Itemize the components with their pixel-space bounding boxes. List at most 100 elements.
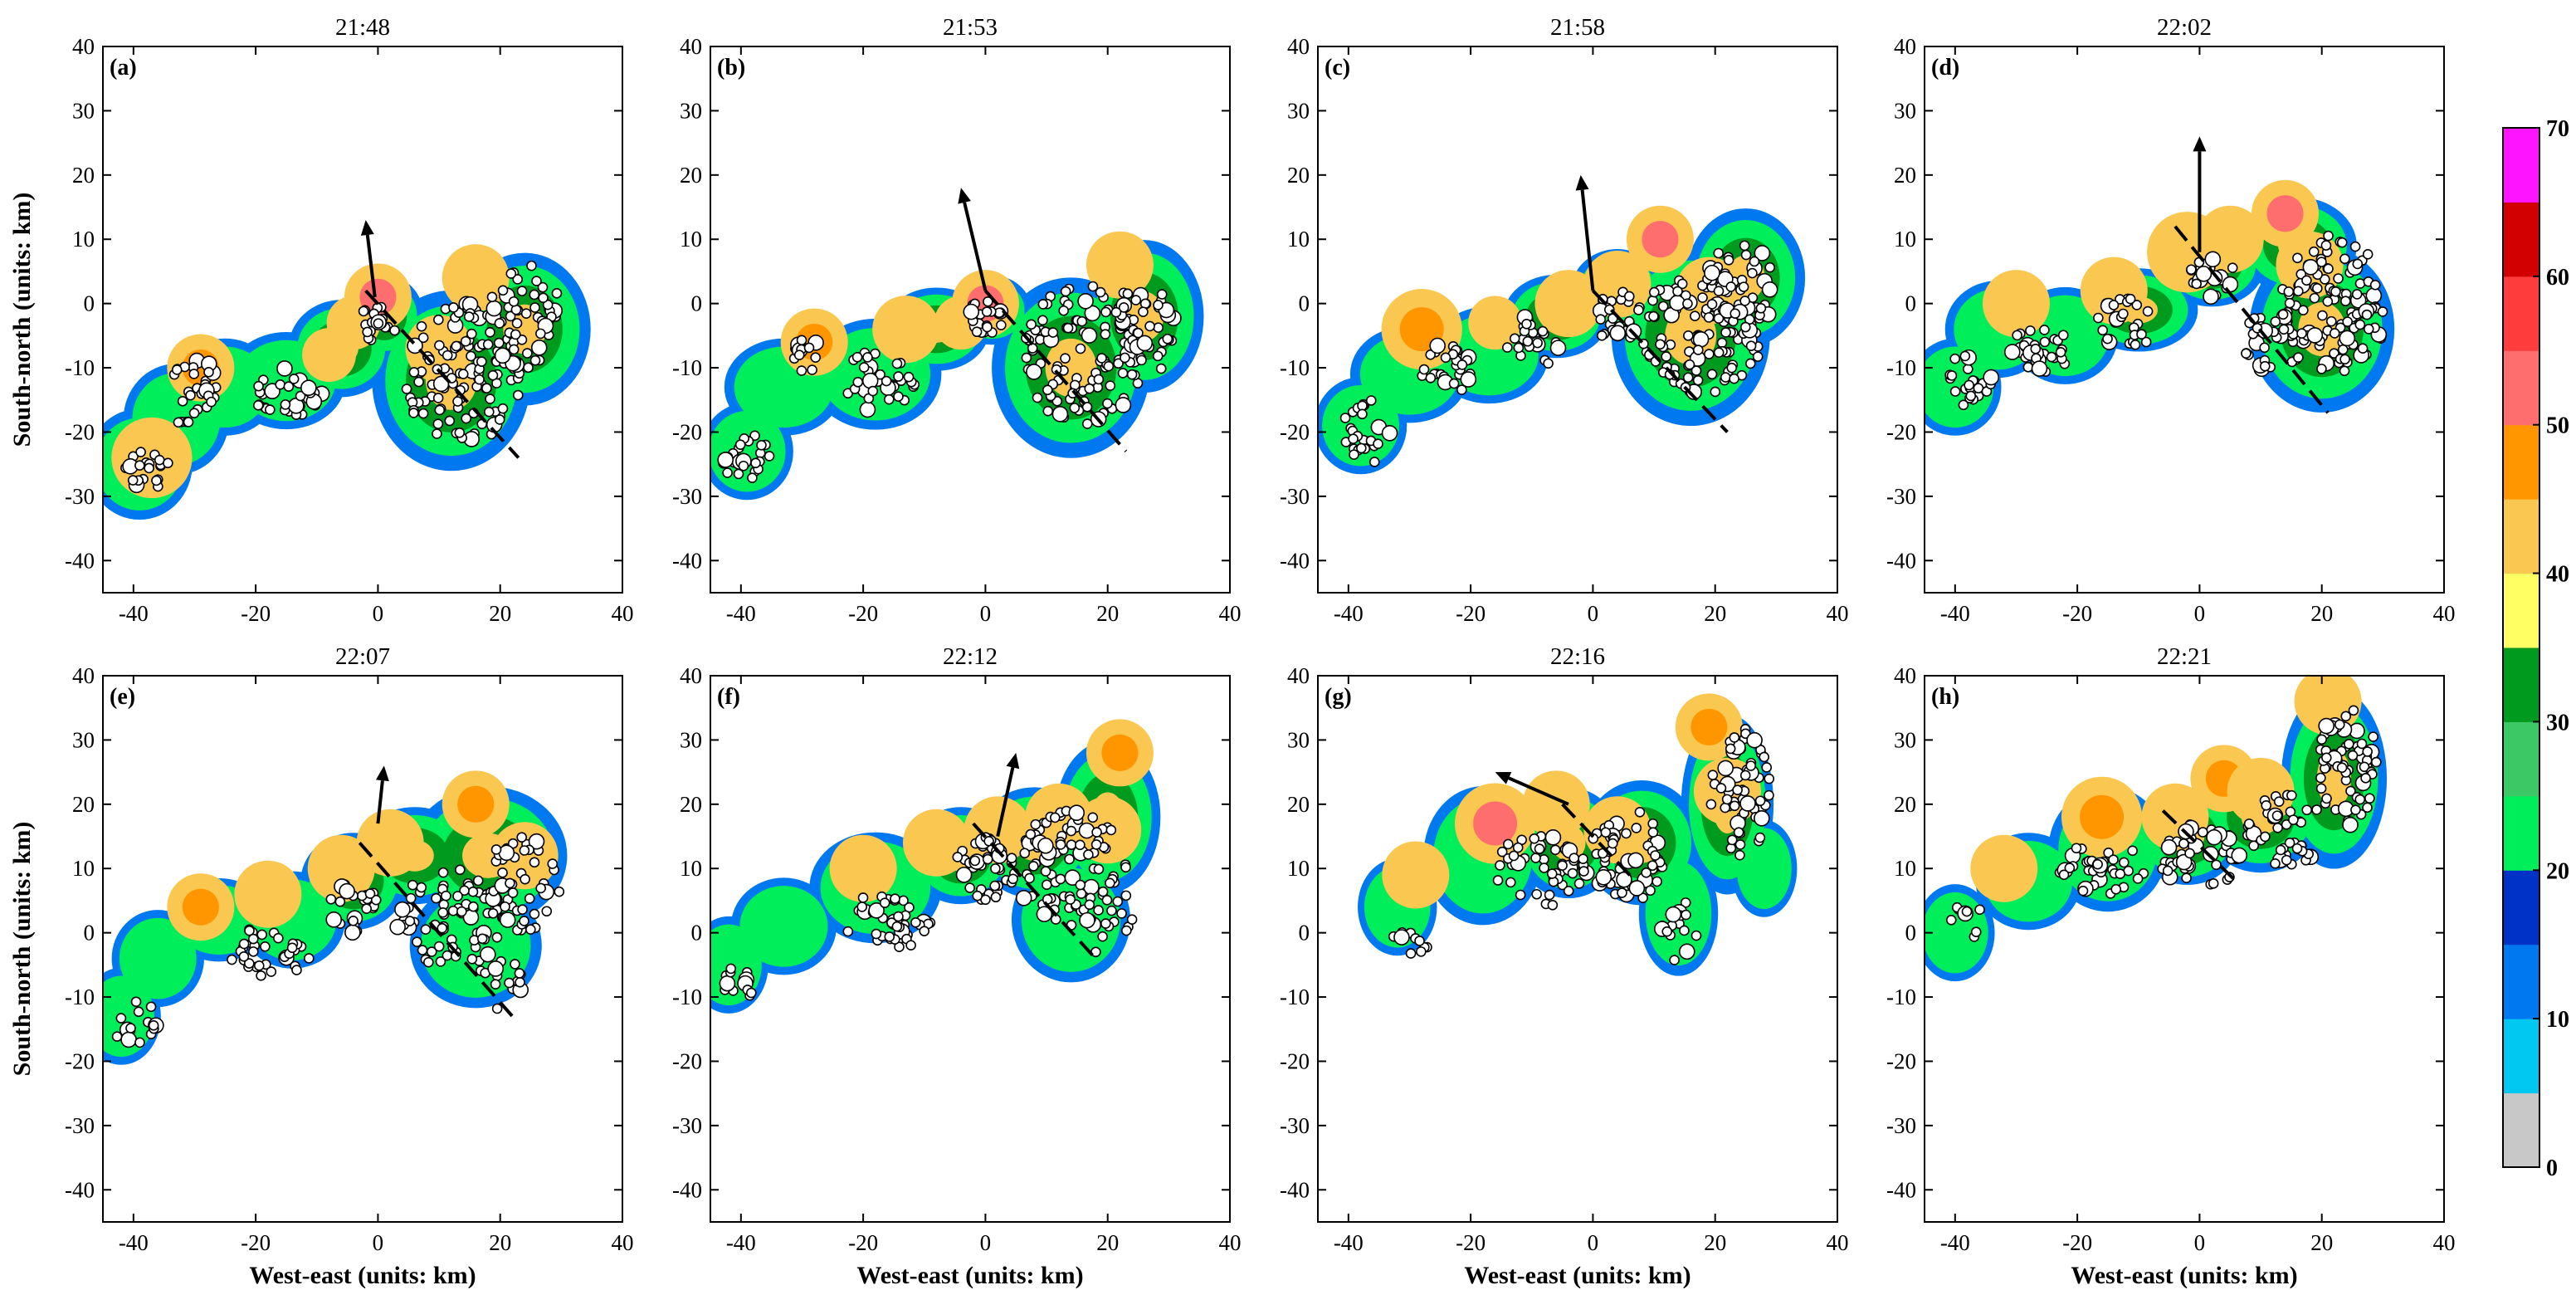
lightning-flash-point: [529, 289, 540, 301]
lightning-flash-point: [1544, 828, 1562, 846]
lightning-flash-point: [1713, 247, 1725, 259]
y-tick-label: 0: [691, 291, 703, 316]
lightning-flash-point: [1162, 333, 1173, 344]
x-tick-label: -40: [119, 1230, 149, 1255]
x-tick-label: -40: [1940, 1230, 1970, 1255]
lightning-flash-point: [1077, 292, 1094, 310]
y-tick-label: 10: [72, 227, 95, 252]
lightning-flash-point: [457, 369, 469, 379]
lightning-flash-point: [963, 303, 980, 320]
panels: -40 -20 0 20 40 -40 -30 -20 -10 0 10 20 30 40 21:48 (a)…: [8, 14, 2456, 1289]
lightning-flash-point: [1734, 839, 1746, 850]
lightning-flash-point: [490, 979, 501, 989]
lightning-flash-point: [1755, 303, 1767, 314]
y-tick-label: 20: [72, 792, 95, 817]
lightning-flash-point: [2270, 858, 2281, 869]
lightning-flash-point: [1425, 373, 1437, 384]
panel-a: -40 -20 0 20 40 -40 -30 -20 -10 0 10 20 30 40 21:48 (a)…: [8, 14, 634, 626]
motion-arrow-head: [375, 765, 389, 782]
lightning-flash-point: [2125, 293, 2136, 305]
lightning-flash-point: [485, 300, 503, 317]
lightning-flash-point: [868, 902, 885, 919]
lightning-flash-point: [127, 475, 139, 486]
lightning-flash-point: [1153, 322, 1164, 334]
lightning-flash-point: [2344, 738, 2354, 750]
plot-area: [1358, 693, 1798, 976]
lightning-flash-point: [1647, 295, 1658, 306]
lightning-flash-point: [2288, 814, 2299, 825]
x-axis-label: West-east (units: km): [2071, 1262, 2297, 1289]
lightning-flash-point: [408, 367, 420, 378]
y-tick-label: -10: [672, 355, 702, 380]
lightning-flash-point: [2337, 344, 2349, 355]
lightning-flash-point: [1105, 824, 1117, 836]
lightning-flash-point: [2261, 799, 2272, 811]
lightning-flash-point: [120, 1031, 137, 1048]
y-tick-label: -20: [1886, 1048, 1916, 1073]
y-tick-label: -30: [1280, 1113, 1310, 1138]
lightning-flash-point: [485, 393, 495, 404]
panel-label: (h): [1931, 684, 1959, 710]
lightning-flash-point: [1729, 800, 1740, 812]
echo-core: [1549, 285, 1588, 322]
lightning-flash-point: [2339, 330, 2356, 347]
lightning-flash-point: [733, 468, 744, 480]
lightning-flash-point: [244, 925, 255, 936]
lightning-flash-point: [1440, 352, 1451, 364]
lightning-flash-point: [454, 427, 466, 438]
dashed-axis-line: [1561, 803, 1637, 883]
lightning-flash-point: [480, 946, 496, 963]
lightning-flash-point: [256, 929, 267, 941]
lightning-flash-point: [1084, 305, 1101, 322]
lightning-flash-point: [2108, 854, 2119, 865]
lightning-flash-point: [373, 318, 384, 329]
lightning-flash-point: [2064, 862, 2076, 873]
lightning-flash-point: [444, 415, 456, 427]
lightning-flash-point: [1745, 760, 1757, 771]
y-tick-label: 30: [1287, 98, 1310, 123]
colorbar-frame: [2502, 127, 2540, 1168]
lightning-flash-point: [434, 340, 445, 351]
lightning-flash-point: [2058, 869, 2070, 881]
lightning-flash-point: [426, 946, 437, 957]
x-tick-label: -40: [726, 1230, 756, 1255]
lightning-flash-point: [2333, 273, 2344, 284]
lightning-flash-point: [2140, 336, 2152, 348]
lightning-flash-point: [530, 339, 548, 356]
colorbar-tick-label: 60: [2546, 265, 2569, 291]
lightning-flash-point: [1621, 828, 1632, 839]
lightning-flash-point: [1087, 812, 1099, 823]
lightning-flash-point: [1949, 353, 1960, 364]
colorbar-segment: [2503, 424, 2539, 500]
motion-arrow: [1580, 189, 1595, 291]
lightning-flash-point: [1037, 837, 1054, 854]
lightning-flash-point: [1062, 322, 1074, 334]
lightning-flash-point: [2127, 845, 2138, 857]
y-tick-label: -20: [1886, 419, 1916, 444]
lightning-flash-point: [2231, 847, 2248, 864]
lightning-flash-point: [1557, 860, 1568, 871]
lightning-flash-point: [1075, 343, 1086, 354]
y-tick-label: 30: [680, 727, 702, 752]
lightning-flash-point: [2362, 802, 2373, 814]
lightning-flash-point: [2351, 289, 2363, 300]
lightning-flash-point: [2321, 752, 2332, 764]
lightning-flash-point: [1042, 384, 1053, 396]
lightning-flash-point: [852, 377, 864, 388]
lightning-flash-point: [1752, 351, 1764, 362]
lightning-flash-point: [520, 308, 532, 319]
lightning-flash-point: [2130, 340, 2141, 350]
lightning-flash-point: [1103, 360, 1115, 372]
lightning-flash-point: [2336, 762, 2348, 774]
lightning-flash-point: [1720, 327, 1731, 338]
lightning-flash-point: [144, 462, 154, 474]
lightning-flash-point: [1522, 335, 1534, 347]
panel-label: (c): [1325, 55, 1350, 81]
echo-core: [2080, 794, 2125, 839]
lightning-flash-point: [1745, 340, 1757, 351]
lightning-flash-point: [2198, 827, 2208, 838]
lightning-flash-point: [2286, 789, 2297, 801]
lightning-flash-point: [524, 893, 535, 904]
lightning-flash-point: [2359, 761, 2370, 773]
